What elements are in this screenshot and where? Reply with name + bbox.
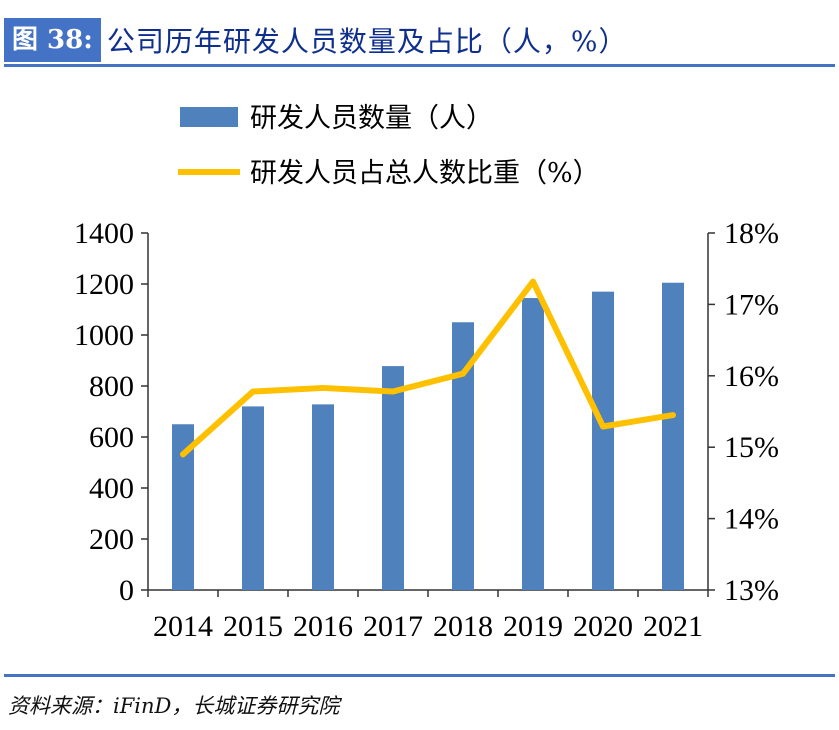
y-right-tick-label: 15%: [724, 431, 779, 464]
x-tick-label: 2020: [573, 610, 633, 643]
x-tick-label: 2021: [643, 610, 703, 643]
bar-2014: [172, 424, 194, 590]
line-share-of-staff: [180, 278, 676, 458]
x-tick-label: 2017: [363, 610, 423, 643]
y-left-tick-label: 0: [119, 574, 134, 607]
y-left-tick-label: 200: [89, 523, 134, 556]
legend: 研发人员数量（人） 研发人员占总人数比重（%）: [178, 103, 600, 189]
y-left-tick-label: 1000: [74, 319, 134, 352]
figure-number: 图 38:: [4, 18, 101, 62]
legend-bar-swatch: [180, 107, 238, 127]
y-right-tick-label: 18%: [724, 217, 779, 250]
figure-header: 图 38: 公司历年研发人员数量及占比（人，%）: [4, 18, 627, 62]
y-left-tick-label: 1200: [74, 268, 134, 301]
y-right-tick-label: 16%: [724, 360, 779, 393]
bar-2016: [312, 404, 334, 590]
x-tick-label: 2019: [503, 610, 563, 643]
source-note: 资料来源：iFinD，长城证券研究院: [8, 694, 340, 718]
legend-line-label: 研发人员占总人数比重（%）: [250, 158, 600, 189]
x-tick-label: 2015: [223, 610, 283, 643]
bar-2017: [382, 366, 404, 590]
header-rule: [4, 64, 835, 67]
y-right-tick-label: 13%: [724, 574, 779, 607]
bars: [172, 282, 684, 590]
bar-2021: [662, 282, 684, 590]
footer-rule: [4, 674, 835, 677]
figure-title: 公司历年研发人员数量及占比（人，%）: [106, 25, 628, 58]
legend-bar-label: 研发人员数量（人）: [250, 103, 493, 134]
y-right-tick-label: 17%: [724, 288, 779, 321]
x-tick-label: 2018: [433, 610, 493, 643]
y-left-tick-label: 1400: [74, 217, 134, 250]
y-left-tick-label: 600: [89, 421, 134, 454]
x-tick-label: 2016: [293, 610, 353, 643]
axes: 0 200 400 600 800 1000 1200 1400 13% 14% 15% 16% 17%…: [74, 217, 779, 643]
bar-2015: [242, 406, 264, 590]
y-left-tick-label: 400: [89, 472, 134, 505]
bar-2019: [522, 298, 544, 590]
x-tick-label: 2014: [153, 610, 213, 643]
y-right-tick-label: 14%: [724, 503, 779, 536]
bar-2020: [592, 291, 614, 590]
bar-2018: [452, 322, 474, 590]
y-left-tick-label: 800: [89, 370, 134, 403]
line-series: [180, 278, 676, 458]
